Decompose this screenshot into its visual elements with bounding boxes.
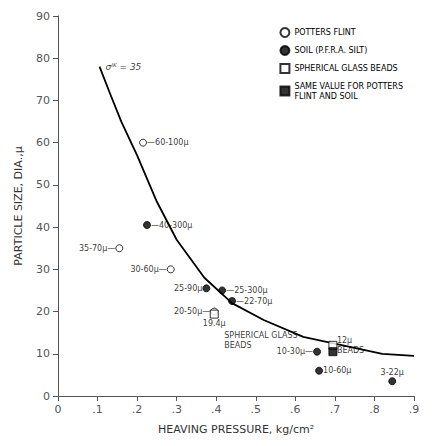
svg-text:3-22μ: 3-22μ — [381, 368, 404, 377]
svg-text:10-30μ—: 10-30μ— — [277, 347, 313, 356]
svg-text:50: 50 — [36, 178, 50, 191]
svg-text:70: 70 — [36, 94, 50, 107]
svg-text:—60-100μ: —60-100μ — [147, 138, 188, 147]
svg-text:BEADS: BEADS — [224, 341, 251, 350]
svg-text:SPHERICAL GLASS: SPHERICAL GLASS — [224, 331, 297, 340]
svg-text:SAME VALUE FOR POTTERS: SAME VALUE FOR POTTERS — [294, 82, 403, 91]
svg-text:HEAVING PRESSURE, kg/cm²: HEAVING PRESSURE, kg/cm² — [158, 423, 314, 436]
svg-text:.3: .3 — [171, 403, 182, 416]
svg-text:60: 60 — [36, 136, 50, 149]
svg-text:90: 90 — [36, 10, 50, 23]
svg-text:—25-300μ: —25-300μ — [226, 286, 267, 295]
svg-text:20-50μ—: 20-50μ— — [174, 307, 210, 316]
svg-text:20: 20 — [36, 305, 50, 318]
svg-text:19.4μ: 19.4μ — [203, 319, 226, 328]
svg-text:.7: .7 — [330, 403, 341, 416]
svg-text:12μ: 12μ — [337, 336, 352, 345]
svg-text:σᴵᴷ = 35: σᴵᴷ = 35 — [106, 62, 142, 72]
svg-text:.9: .9 — [409, 403, 420, 416]
svg-text:35-70μ—: 35-70μ— — [79, 244, 115, 253]
svg-text:10: 10 — [36, 347, 50, 360]
svg-text:25-90μ: 25-90μ — [174, 284, 202, 293]
svg-text:40: 40 — [36, 221, 50, 234]
svg-text:BEADS: BEADS — [337, 346, 364, 355]
svg-text:SOIL (P.F.R.A. SILT): SOIL (P.F.R.A. SILT) — [294, 46, 367, 55]
svg-text:10-60μ: 10-60μ — [323, 366, 351, 375]
svg-text:.2: .2 — [132, 403, 143, 416]
svg-text:.5: .5 — [251, 403, 262, 416]
svg-text:0: 0 — [43, 390, 50, 403]
svg-text:0: 0 — [55, 403, 62, 416]
svg-text:POTTERS FLINT: POTTERS FLINT — [294, 28, 355, 37]
svg-text:80: 80 — [36, 52, 50, 65]
svg-text:.8: .8 — [369, 403, 380, 416]
svg-text:30: 30 — [36, 263, 50, 276]
svg-text:PARTICLE SIZE, DIA.,μ: PARTICLE SIZE, DIA.,μ — [12, 146, 25, 265]
svg-text:FLINT AND SOIL: FLINT AND SOIL — [294, 92, 358, 101]
svg-text:.4: .4 — [211, 403, 222, 416]
svg-text:—40-300μ: —40-300μ — [151, 221, 192, 230]
svg-text:.6: .6 — [290, 403, 301, 416]
svg-text:—22-70μ: —22-70μ — [236, 297, 272, 306]
svg-text:.1: .1 — [92, 403, 103, 416]
svg-text:SPHERICAL GLASS BEADS: SPHERICAL GLASS BEADS — [294, 64, 397, 73]
svg-text:30-60μ—: 30-60μ— — [130, 265, 166, 274]
